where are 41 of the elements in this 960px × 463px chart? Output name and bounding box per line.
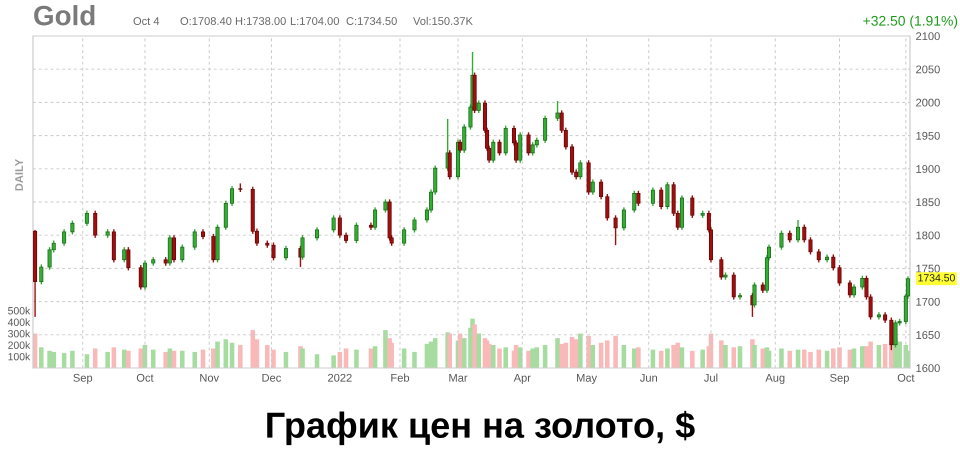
text: График цен на золото, $ bbox=[267, 410, 695, 446]
x-tick-label: 2022 bbox=[328, 374, 352, 382]
x-tick-label: Oct bbox=[136, 374, 154, 382]
text: Vol:150.37K bbox=[413, 16, 473, 25]
x-tick-label: May bbox=[576, 374, 598, 384]
y-tick-label: 1800 bbox=[916, 231, 940, 240]
y2-tick-label: 500k bbox=[8, 306, 30, 314]
y-tick-label: 1950 bbox=[916, 132, 940, 140]
chart-title: Gold bbox=[34, 5, 94, 26]
x-tick-label: Nov bbox=[200, 374, 220, 382]
x-tick-label: Jul bbox=[704, 374, 718, 382]
y-tick-label: 1700 bbox=[916, 298, 940, 306]
x-tick-label: Mar bbox=[449, 374, 468, 382]
x-tick-label: Sep bbox=[73, 374, 92, 384]
y-tick-label: 1650 bbox=[916, 331, 940, 339]
x-tick-label: Oct bbox=[898, 374, 914, 382]
y2-tick-label: 400k bbox=[8, 318, 30, 326]
text: DAILY bbox=[15, 159, 23, 190]
x-tick-label: Apr bbox=[514, 374, 531, 384]
y-tick-label: 2100 bbox=[916, 32, 940, 40]
x-tick-label: Jun bbox=[640, 374, 658, 382]
annotation: 1734.50 bbox=[918, 274, 955, 282]
y2-tick-label: 300k bbox=[8, 330, 30, 338]
x-tick-label: Sep bbox=[830, 374, 849, 384]
y2-tick-label: 200k bbox=[8, 341, 30, 349]
y2-tick-label: 100k bbox=[8, 352, 30, 360]
y-tick-label: 1750 bbox=[916, 264, 940, 273]
y-tick-label: 1850 bbox=[916, 198, 940, 206]
text: C:1734.50 bbox=[346, 17, 397, 25]
text: O:1708.40 bbox=[180, 17, 232, 25]
text: H:1738.00 bbox=[236, 17, 286, 25]
y-tick-label: 1900 bbox=[916, 165, 940, 173]
text: +32.50 (1.91%) bbox=[863, 16, 958, 28]
text: L:1704.00 bbox=[290, 17, 339, 25]
text: Oct 4 bbox=[134, 17, 160, 25]
x-tick-label: Aug bbox=[765, 374, 784, 384]
y-tick-label: 1600 bbox=[916, 364, 940, 372]
y-tick-label: 2050 bbox=[916, 65, 940, 74]
y-tick-label: 2000 bbox=[916, 98, 940, 107]
x-tick-label: Dec bbox=[262, 374, 282, 382]
x-tick-label: Feb bbox=[391, 374, 410, 382]
